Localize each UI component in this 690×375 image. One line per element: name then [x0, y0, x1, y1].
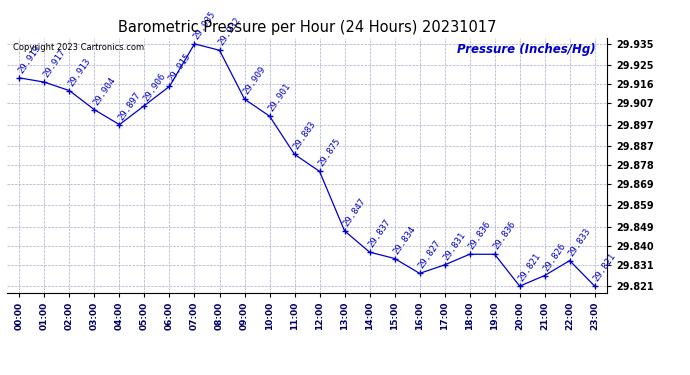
Text: 29.836: 29.836 — [491, 220, 518, 252]
Text: 29.919: 29.919 — [16, 44, 42, 75]
Text: 29.875: 29.875 — [316, 137, 342, 169]
Text: 29.837: 29.837 — [366, 218, 392, 249]
Text: 29.831: 29.831 — [442, 231, 467, 262]
Text: 29.847: 29.847 — [342, 196, 367, 228]
Text: 29.827: 29.827 — [416, 239, 442, 271]
Text: Copyright 2023 Cartronics.com: Copyright 2023 Cartronics.com — [13, 43, 144, 52]
Text: 29.917: 29.917 — [41, 48, 67, 80]
Text: 29.932: 29.932 — [216, 16, 242, 48]
Text: 29.833: 29.833 — [566, 226, 592, 258]
Text: Pressure (Inches/Hg): Pressure (Inches/Hg) — [457, 43, 595, 56]
Text: 29.897: 29.897 — [116, 90, 142, 122]
Text: 29.826: 29.826 — [542, 241, 567, 273]
Text: 29.935: 29.935 — [191, 9, 217, 41]
Text: 29.821: 29.821 — [591, 252, 618, 284]
Text: 29.834: 29.834 — [391, 224, 417, 256]
Text: 29.836: 29.836 — [466, 220, 492, 252]
Text: 29.901: 29.901 — [266, 82, 292, 113]
Text: 29.909: 29.909 — [241, 65, 267, 96]
Text: 29.906: 29.906 — [141, 71, 167, 103]
Text: 29.915: 29.915 — [166, 52, 192, 84]
Text: 29.821: 29.821 — [516, 252, 542, 284]
Text: 29.904: 29.904 — [91, 75, 117, 107]
Text: 29.913: 29.913 — [66, 56, 92, 88]
Title: Barometric Pressure per Hour (24 Hours) 20231017: Barometric Pressure per Hour (24 Hours) … — [118, 20, 496, 35]
Text: 29.883: 29.883 — [291, 120, 317, 152]
